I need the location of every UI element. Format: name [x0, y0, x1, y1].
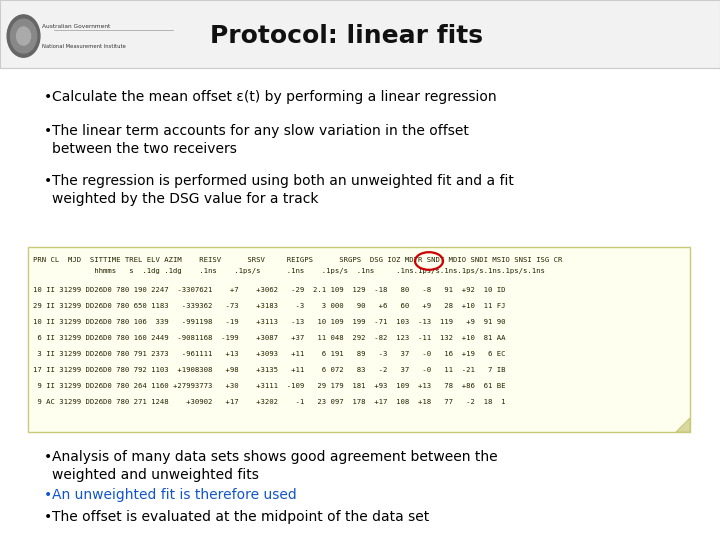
Text: The regression is performed using both an unweighted fit and a fit
weighted by t: The regression is performed using both a… [52, 174, 514, 206]
Text: National Measurement Institute: National Measurement Institute [42, 44, 126, 49]
Text: 17 II 31299 DD26D0 780 792 1103  +1908308   +98    +3135   +11    6 072   83   -: 17 II 31299 DD26D0 780 792 1103 +1908308… [33, 367, 505, 373]
Circle shape [7, 15, 40, 57]
Text: An unweighted fit is therefore used: An unweighted fit is therefore used [52, 488, 297, 502]
Text: The offset is evaluated at the midpoint of the data set: The offset is evaluated at the midpoint … [52, 510, 429, 524]
Text: Australian Government: Australian Government [42, 24, 110, 29]
Polygon shape [676, 418, 690, 432]
Text: •: • [44, 124, 53, 138]
Text: 6 II 31299 DD26D0 780 160 2449  -9081168  -199    +3087   +37   11 048  292  -82: 6 II 31299 DD26D0 780 160 2449 -9081168 … [33, 335, 505, 341]
Text: Analysis of many data sets shows good agreement between the
weighted and unweigh: Analysis of many data sets shows good ag… [52, 450, 498, 482]
Text: 9 AC 31299 DD26D0 780 271 1248    +30902   +17    +3202    -1   23 097  178  +17: 9 AC 31299 DD26D0 780 271 1248 +30902 +1… [33, 399, 505, 405]
Text: •: • [44, 450, 53, 464]
Text: 3 II 31299 DD26D0 780 791 2373   -961111   +13    +3093   +11    6 191   89   -3: 3 II 31299 DD26D0 780 791 2373 -961111 +… [33, 351, 505, 357]
Circle shape [17, 27, 30, 45]
Text: •: • [44, 510, 53, 524]
Text: 9 II 31299 DD26D0 780 264 1160 +27993773   +30    +3111  -109   29 179  181  +93: 9 II 31299 DD26D0 780 264 1160 +27993773… [33, 383, 505, 389]
FancyBboxPatch shape [0, 0, 720, 68]
Text: 29 II 31299 DD26D0 780 650 1183   -339362   -73    +3183    -3    3 000   90   +: 29 II 31299 DD26D0 780 650 1183 -339362 … [33, 303, 505, 309]
Text: •: • [44, 90, 53, 104]
Text: hhmms   s  .1dg .1dg    .1ns    .1ps/s      .1ns    .1ps/s  .1ns     .1ns.1ps/s.: hhmms s .1dg .1dg .1ns .1ps/s .1ns .1ps/… [33, 268, 545, 274]
Text: 10 II 31299 DD26D0 780 106  339   -991198   -19    +3113   -13   10 109  199  -7: 10 II 31299 DD26D0 780 106 339 -991198 -… [33, 319, 505, 325]
Text: Protocol: linear fits: Protocol: linear fits [210, 24, 483, 48]
Text: The linear term accounts for any slow variation in the offset
between the two re: The linear term accounts for any slow va… [52, 124, 469, 156]
Circle shape [10, 19, 37, 53]
FancyBboxPatch shape [28, 247, 690, 432]
Text: •: • [44, 174, 53, 188]
Text: Calculate the mean offset ε(t) by performing a linear regression: Calculate the mean offset ε(t) by perfor… [52, 90, 497, 104]
Text: 10 II 31299 DD26D0 780 190 2247  -3307621    +7    +3062   -29  2.1 109  129  -1: 10 II 31299 DD26D0 780 190 2247 -3307621… [33, 287, 505, 293]
Text: •: • [44, 488, 53, 502]
Text: PRN CL  MJD  SITTIME TREL ELV AZIM    REISV      SRSV     REIGPS      SRGPS  DSG: PRN CL MJD SITTIME TREL ELV AZIM REISV S… [33, 257, 562, 263]
